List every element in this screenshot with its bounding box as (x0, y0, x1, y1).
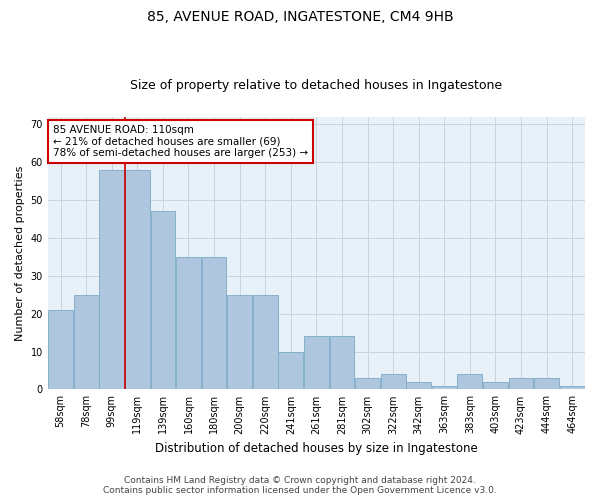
Bar (304, 336, 329, 390)
Bar (560, 386, 584, 390)
Text: 85, AVENUE ROAD, INGATESTONE, CM4 9HB: 85, AVENUE ROAD, INGATESTONE, CM4 9HB (146, 10, 454, 24)
Y-axis label: Number of detached properties: Number of detached properties (15, 166, 25, 341)
Bar (432, 386, 457, 390)
Bar (151, 212, 175, 390)
Bar (202, 257, 226, 390)
X-axis label: Distribution of detached houses by size in Ingatestone: Distribution of detached houses by size … (155, 442, 478, 455)
Bar (125, 170, 150, 390)
Bar (227, 295, 252, 390)
Bar (534, 378, 559, 390)
Bar (278, 352, 303, 390)
Bar (406, 382, 431, 390)
Bar (74, 295, 98, 390)
Bar (381, 374, 406, 390)
Text: Contains HM Land Registry data © Crown copyright and database right 2024.
Contai: Contains HM Land Registry data © Crown c… (103, 476, 497, 495)
Text: 85 AVENUE ROAD: 110sqm
← 21% of detached houses are smaller (69)
78% of semi-det: 85 AVENUE ROAD: 110sqm ← 21% of detached… (53, 125, 308, 158)
Bar (355, 378, 380, 390)
Bar (329, 336, 355, 390)
Bar (457, 374, 482, 390)
Bar (509, 378, 533, 390)
Bar (483, 382, 508, 390)
Title: Size of property relative to detached houses in Ingatestone: Size of property relative to detached ho… (130, 79, 502, 92)
Bar (253, 295, 278, 390)
Bar (176, 257, 201, 390)
Bar (100, 170, 124, 390)
Bar (48, 310, 73, 390)
